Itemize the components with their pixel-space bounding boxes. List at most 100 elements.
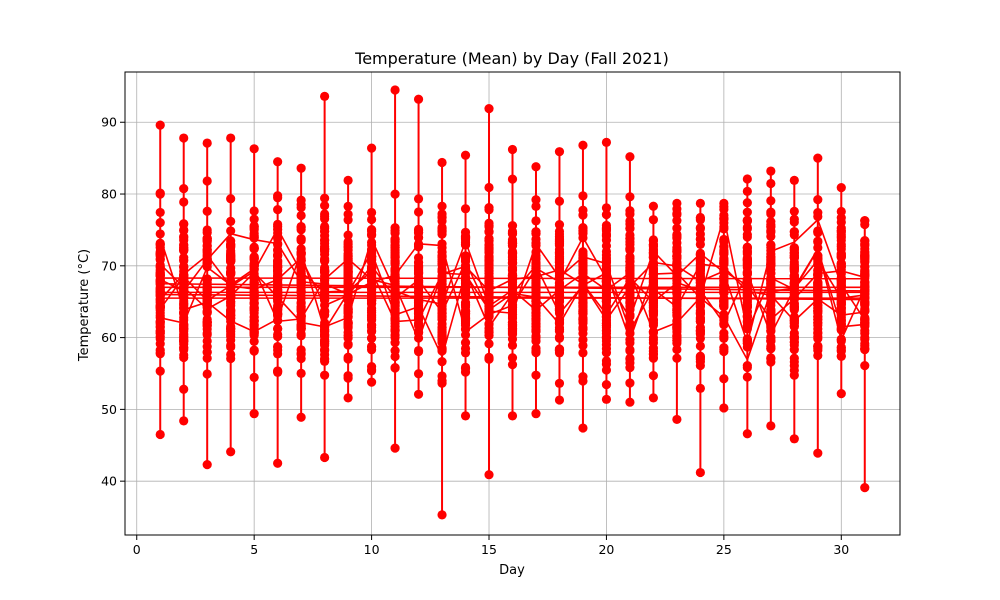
data-point	[460, 338, 471, 348]
data-point	[249, 312, 259, 322]
data-point	[320, 337, 330, 347]
data-point	[202, 295, 212, 305]
data-point	[366, 341, 377, 352]
data-point	[179, 320, 189, 330]
x-tick-label: 10	[364, 542, 380, 557]
data-point	[296, 253, 306, 263]
data-point	[460, 272, 471, 282]
data-point	[672, 307, 682, 318]
data-point	[390, 287, 400, 297]
data-point	[554, 147, 565, 157]
data-point	[625, 292, 635, 302]
data-point	[507, 276, 518, 286]
data-point	[507, 258, 518, 268]
data-point	[672, 334, 682, 344]
data-point	[273, 331, 283, 342]
data-point	[202, 308, 212, 318]
y-tick-label: 50	[101, 402, 117, 417]
data-point	[766, 320, 776, 330]
data-point	[390, 325, 400, 335]
data-point	[531, 258, 541, 268]
data-point	[249, 244, 259, 254]
data-point	[766, 284, 776, 295]
data-point	[719, 247, 729, 258]
data-point	[695, 360, 705, 371]
data-point	[437, 264, 447, 274]
data-point	[437, 280, 447, 290]
data-point	[625, 397, 635, 407]
data-point	[742, 320, 752, 331]
data-point	[766, 336, 776, 346]
data-point	[249, 275, 259, 285]
data-point	[202, 250, 212, 260]
data-point	[390, 363, 400, 373]
data-point	[273, 272, 283, 283]
data-point	[484, 339, 494, 349]
data-point	[343, 175, 353, 185]
data-point	[766, 166, 776, 176]
data-point	[484, 306, 494, 316]
data-point	[320, 354, 330, 364]
data-point	[648, 292, 659, 302]
data-point	[531, 238, 541, 248]
data-point	[413, 308, 424, 319]
data-point	[648, 248, 659, 258]
data-point	[625, 244, 635, 254]
data-point	[390, 305, 400, 315]
data-point	[179, 350, 189, 360]
data-point	[531, 316, 541, 326]
data-point	[766, 231, 776, 241]
data-point	[860, 236, 870, 246]
data-point	[766, 291, 776, 301]
data-point	[625, 209, 635, 219]
data-point	[836, 182, 846, 193]
data-point	[249, 409, 259, 419]
data-point	[273, 292, 283, 302]
data-point	[672, 257, 682, 267]
data-point	[226, 269, 236, 279]
data-point	[296, 221, 306, 232]
data-point	[695, 314, 705, 325]
data-point	[413, 194, 424, 204]
y-tick-label: 90	[101, 115, 117, 130]
data-point	[648, 353, 659, 363]
data-point	[672, 216, 682, 226]
data-point	[766, 310, 776, 321]
data-point	[249, 282, 259, 293]
data-point	[789, 175, 799, 185]
data-point	[813, 243, 823, 253]
data-point	[343, 373, 353, 383]
data-point	[273, 349, 283, 359]
data-point	[648, 317, 659, 327]
data-point	[484, 289, 494, 299]
data-point	[155, 349, 165, 359]
data-point	[578, 205, 588, 215]
data-point	[860, 278, 870, 288]
data-point	[625, 219, 635, 229]
data-point	[813, 208, 823, 218]
data-point	[578, 348, 588, 358]
data-point	[413, 286, 424, 297]
data-point	[226, 226, 236, 236]
data-point	[179, 284, 189, 294]
data-point	[648, 215, 659, 225]
data-point	[507, 248, 518, 258]
data-point	[789, 206, 799, 216]
data-point	[742, 216, 752, 226]
data-point	[460, 316, 471, 326]
data-point	[366, 207, 377, 218]
data-point	[672, 297, 682, 307]
data-point	[766, 421, 776, 431]
data-point	[531, 343, 541, 353]
data-point	[789, 265, 799, 275]
data-point	[343, 279, 353, 290]
data-point	[695, 341, 705, 351]
data-point	[155, 429, 165, 440]
data-point	[366, 320, 377, 330]
data-point	[860, 296, 870, 306]
data-point	[601, 229, 612, 239]
data-point	[202, 317, 212, 328]
data-point	[179, 309, 189, 319]
data-point	[554, 315, 565, 325]
data-point	[320, 284, 330, 294]
